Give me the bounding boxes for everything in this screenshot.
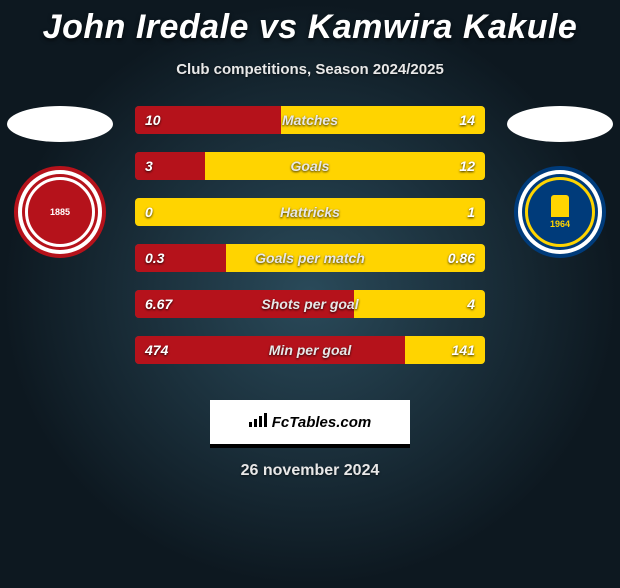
stat-label: Goals per match (135, 244, 485, 272)
stat-label: Goals (135, 152, 485, 180)
left-player-column: 1885 (0, 106, 120, 258)
right-player-avatar (507, 106, 613, 142)
stat-value-left: 0 (135, 198, 163, 226)
stat-value-right: 1 (457, 198, 485, 226)
left-club-badge: 1885 (14, 166, 106, 258)
stat-value-left: 6.67 (135, 290, 182, 318)
footer-brand-text: FcTables.com (272, 414, 371, 431)
brondby-tower-icon (551, 195, 569, 217)
stat-row: Matches10 14 (135, 106, 485, 134)
stat-value-left: 474 (135, 336, 178, 364)
stat-value-left: 0.3 (135, 244, 174, 272)
stat-label: Hattricks (135, 198, 485, 226)
stats-panel: Matches10 14 Goals3 12 Hattricks0 1 Goals per … (135, 106, 485, 382)
stat-label: Shots per goal (135, 290, 485, 318)
aab-logo-icon: 1885 (25, 177, 95, 247)
stat-value-right: 4 (457, 290, 485, 318)
right-club-year: 1964 (550, 219, 570, 229)
page-title: John Iredale vs Kamwira Kakule (0, 8, 620, 47)
subtitle: Club competitions, Season 2024/2025 (0, 61, 620, 78)
stat-row: Shots per goal6.67 4 (135, 290, 485, 318)
comparison-content: 1885 1964 Matches1014Goals312Hattricks01… (0, 106, 620, 386)
stat-row: Min per goal474 141 (135, 336, 485, 364)
right-club-badge: 1964 (514, 166, 606, 258)
left-player-avatar (7, 106, 113, 142)
stat-value-left: 3 (135, 152, 163, 180)
stat-value-right: 0.86 (438, 244, 485, 272)
stat-value-right: 14 (449, 106, 485, 134)
right-player-column: 1964 (500, 106, 620, 258)
stat-row: Goals3 12 (135, 152, 485, 180)
stat-row: Hattricks0 1 (135, 198, 485, 226)
stat-value-right: 141 (442, 336, 485, 364)
stat-value-right: 12 (449, 152, 485, 180)
brondby-logo-icon: 1964 (525, 177, 595, 247)
stat-label: Matches (135, 106, 485, 134)
footer-brand-badge[interactable]: FcTables.com (210, 400, 410, 448)
stat-label: Min per goal (135, 336, 485, 364)
stat-row: Goals per match0.3 0.86 (135, 244, 485, 272)
left-club-year: 1885 (50, 207, 70, 217)
chart-icon (249, 413, 267, 431)
date-text: 26 november 2024 (0, 462, 620, 480)
stat-value-left: 10 (135, 106, 171, 134)
